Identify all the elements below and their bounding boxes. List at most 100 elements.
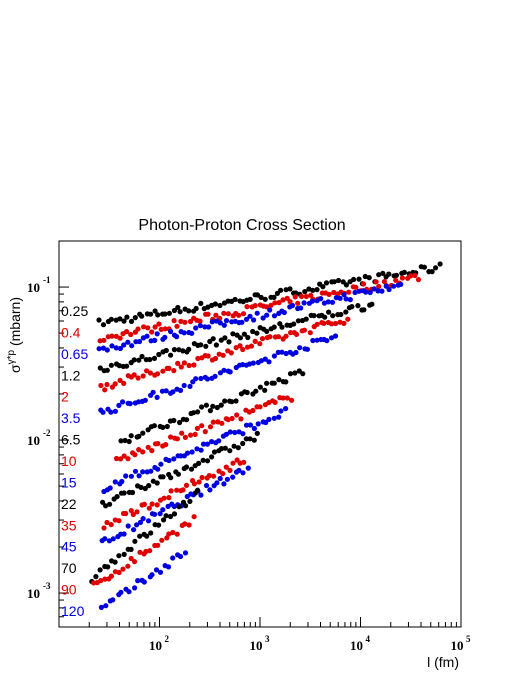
- data-point: [329, 335, 335, 341]
- data-point: [280, 297, 286, 303]
- data-point: [276, 377, 282, 383]
- data-point: [154, 394, 160, 400]
- data-point: [174, 334, 180, 340]
- data-point: [196, 460, 202, 466]
- data-point: [375, 288, 381, 294]
- data-point: [207, 408, 213, 414]
- data-point: [399, 275, 405, 281]
- data-point: [117, 456, 124, 462]
- data-point: [303, 293, 309, 300]
- data-point: [102, 576, 108, 582]
- data-point: [100, 409, 106, 415]
- data-point: [152, 308, 158, 314]
- data-point: [168, 488, 174, 494]
- data-point: [175, 471, 181, 477]
- data-point: [232, 296, 238, 303]
- data-point: [141, 579, 147, 585]
- data-point: [175, 304, 181, 311]
- data-point: [124, 314, 130, 320]
- data-point: [132, 538, 138, 544]
- y-tick-label: 10: [27, 433, 40, 448]
- data-point: [329, 321, 335, 327]
- data-point: [206, 324, 212, 330]
- data-point: [240, 470, 246, 476]
- data-point: [338, 311, 344, 318]
- data-point: [189, 449, 195, 455]
- data-point: [162, 311, 168, 317]
- data-point: [152, 511, 158, 517]
- data-point: [188, 432, 194, 438]
- data-point: [271, 313, 278, 319]
- data-point: [182, 521, 188, 527]
- data-point: [219, 420, 225, 426]
- data-point: [138, 484, 144, 490]
- data-point: [176, 347, 182, 353]
- data-point: [113, 455, 120, 462]
- data-point: [158, 461, 164, 467]
- data-point: [174, 323, 180, 329]
- data-point: [186, 308, 192, 314]
- data-point: [310, 287, 316, 293]
- data-point: [373, 279, 379, 285]
- data-point: [254, 292, 260, 298]
- data-point: [240, 346, 246, 353]
- data-point: [283, 406, 289, 412]
- data-point: [168, 328, 174, 335]
- data-point: [284, 395, 290, 401]
- data-point: [332, 333, 339, 339]
- data-point: [279, 349, 285, 355]
- data-point: [140, 373, 146, 379]
- data-point: [107, 501, 113, 507]
- series-label: 2: [61, 389, 69, 405]
- data-point: [171, 318, 177, 324]
- y-tick-label: 10: [27, 586, 40, 601]
- data-point: [279, 324, 285, 330]
- data-point: [223, 431, 229, 437]
- data-point: [237, 343, 243, 349]
- data-point: [183, 482, 190, 488]
- data-point: [104, 519, 110, 526]
- data-point: [182, 434, 188, 440]
- data-point: [309, 298, 315, 304]
- data-point: [136, 338, 143, 345]
- data-point: [176, 504, 182, 510]
- data-point: [363, 289, 369, 295]
- x-tick-label: 10: [149, 638, 162, 653]
- data-point: [353, 284, 359, 290]
- data-point: [162, 334, 168, 340]
- data-point: [151, 423, 157, 429]
- data-point: [237, 335, 243, 341]
- data-point: [118, 438, 124, 444]
- data-point: [130, 511, 136, 518]
- data-point: [349, 304, 355, 310]
- data-point: [283, 287, 289, 293]
- data-point: [116, 402, 122, 408]
- data-point: [137, 533, 143, 539]
- data-point: [110, 536, 116, 542]
- data-point: [278, 287, 284, 293]
- data-point: [268, 302, 274, 308]
- data-point: [391, 283, 397, 289]
- data-point: [166, 495, 172, 501]
- data-point: [181, 360, 187, 366]
- data-point: [182, 550, 189, 556]
- data-point: [314, 321, 320, 327]
- data-point: [356, 276, 362, 282]
- data-point: [177, 419, 183, 426]
- data-point: [171, 307, 177, 314]
- data-point: [240, 311, 247, 317]
- data-point: [140, 449, 146, 455]
- data-point: [174, 487, 180, 493]
- data-point: [245, 334, 251, 341]
- data-point: [186, 346, 192, 352]
- data-point: [120, 566, 126, 572]
- data-point: [154, 331, 160, 337]
- data-point: [224, 476, 230, 482]
- data-point: [295, 300, 301, 306]
- data-point: [140, 516, 146, 522]
- data-point: [260, 315, 266, 321]
- data-point: [121, 318, 127, 324]
- data-point: [150, 389, 156, 395]
- data-point: [212, 355, 219, 362]
